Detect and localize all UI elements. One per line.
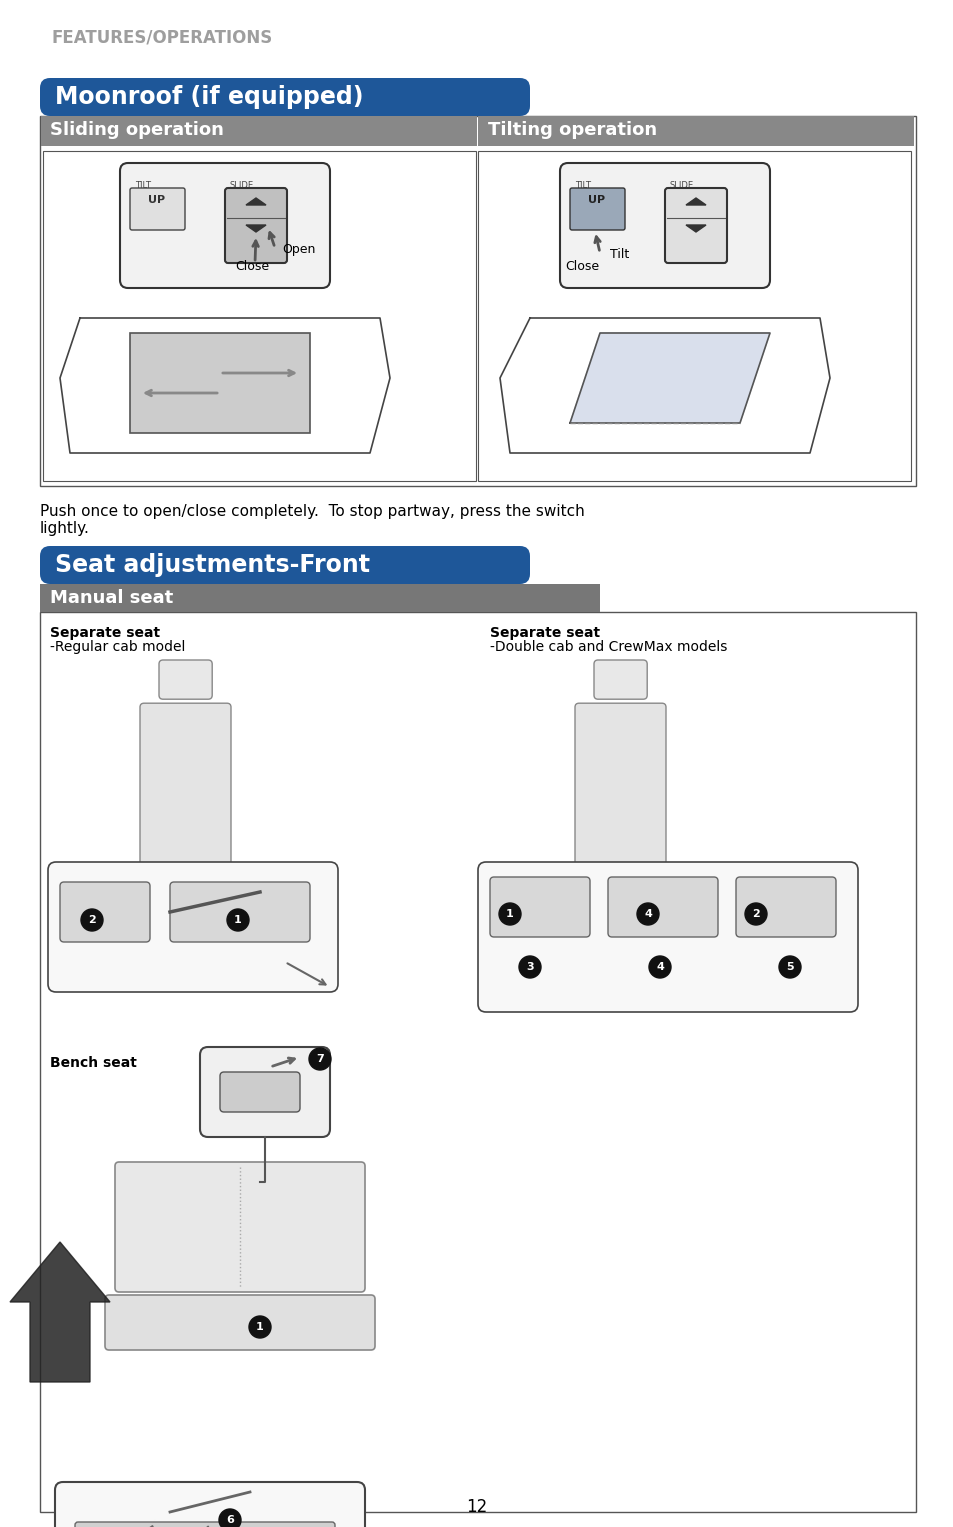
Polygon shape — [100, 298, 379, 458]
Text: Moonroof (if equipped): Moonroof (if equipped) — [55, 86, 363, 108]
Text: UP: UP — [587, 195, 604, 205]
FancyBboxPatch shape — [55, 1483, 365, 1527]
FancyBboxPatch shape — [129, 875, 241, 938]
Text: lightly.: lightly. — [40, 521, 90, 536]
FancyBboxPatch shape — [130, 188, 185, 231]
FancyBboxPatch shape — [200, 1048, 330, 1138]
Text: Separate seat: Separate seat — [490, 626, 599, 640]
Text: 1: 1 — [233, 915, 242, 925]
Text: 6: 6 — [226, 1515, 233, 1525]
Text: -Regular cab model: -Regular cab model — [50, 640, 185, 654]
Circle shape — [744, 902, 766, 925]
FancyBboxPatch shape — [140, 704, 231, 872]
Text: 4: 4 — [656, 962, 663, 973]
Text: SLIDE: SLIDE — [669, 182, 694, 189]
Bar — [40, 612, 915, 1512]
Circle shape — [498, 902, 520, 925]
FancyBboxPatch shape — [559, 163, 769, 289]
Text: 1: 1 — [506, 909, 514, 919]
Text: Manual seat: Manual seat — [50, 589, 173, 608]
Text: 12: 12 — [466, 1498, 487, 1516]
FancyBboxPatch shape — [115, 1162, 365, 1292]
Text: Sliding operation: Sliding operation — [50, 121, 224, 139]
Polygon shape — [685, 224, 705, 232]
FancyBboxPatch shape — [60, 883, 150, 942]
Text: 4: 4 — [643, 909, 651, 919]
Circle shape — [518, 956, 540, 977]
Bar — [40, 583, 599, 612]
Circle shape — [81, 909, 103, 931]
Bar — [40, 116, 915, 486]
Text: 5: 5 — [785, 962, 793, 973]
Text: 2: 2 — [751, 909, 760, 919]
Text: TILT: TILT — [575, 182, 590, 189]
Bar — [41, 116, 476, 147]
FancyBboxPatch shape — [664, 188, 726, 263]
Polygon shape — [685, 199, 705, 205]
FancyBboxPatch shape — [575, 704, 665, 872]
Polygon shape — [246, 224, 266, 232]
Text: SLIDE: SLIDE — [230, 182, 253, 189]
FancyBboxPatch shape — [40, 547, 530, 583]
Text: Open: Open — [282, 243, 315, 257]
FancyBboxPatch shape — [225, 188, 287, 263]
Text: FEATURES/OPERATIONS: FEATURES/OPERATIONS — [52, 27, 273, 46]
Text: 1: 1 — [255, 1322, 264, 1332]
Text: Tilt: Tilt — [609, 247, 629, 261]
FancyBboxPatch shape — [607, 876, 718, 938]
Text: Separate seat: Separate seat — [50, 626, 160, 640]
FancyBboxPatch shape — [120, 163, 330, 289]
FancyBboxPatch shape — [40, 78, 530, 116]
Bar — [477, 151, 910, 481]
Text: UP: UP — [148, 195, 165, 205]
Text: 7: 7 — [315, 1054, 323, 1064]
FancyBboxPatch shape — [159, 660, 212, 699]
Polygon shape — [10, 1241, 110, 1382]
FancyBboxPatch shape — [220, 1072, 299, 1112]
Circle shape — [219, 1509, 241, 1527]
FancyBboxPatch shape — [477, 863, 857, 1012]
Bar — [130, 333, 310, 434]
Bar — [43, 151, 476, 481]
FancyBboxPatch shape — [48, 863, 337, 993]
Bar — [477, 116, 913, 147]
Text: Seat adjustments-Front: Seat adjustments-Front — [55, 553, 370, 577]
Text: Bench seat: Bench seat — [50, 1057, 136, 1070]
Circle shape — [227, 909, 249, 931]
Text: 2: 2 — [88, 915, 95, 925]
Text: TILT: TILT — [135, 182, 151, 189]
Text: Close: Close — [234, 260, 269, 273]
Polygon shape — [569, 333, 769, 423]
FancyBboxPatch shape — [105, 1295, 375, 1350]
FancyBboxPatch shape — [490, 876, 589, 938]
Text: 3: 3 — [526, 962, 534, 973]
Circle shape — [779, 956, 801, 977]
Circle shape — [637, 902, 659, 925]
FancyBboxPatch shape — [735, 876, 835, 938]
Circle shape — [309, 1048, 331, 1070]
FancyBboxPatch shape — [563, 875, 676, 938]
FancyBboxPatch shape — [594, 660, 646, 699]
Text: Push once to open/close completely.  To stop partway, press the switch: Push once to open/close completely. To s… — [40, 504, 584, 519]
Circle shape — [648, 956, 670, 977]
FancyBboxPatch shape — [75, 1522, 335, 1527]
Text: Close: Close — [564, 260, 598, 273]
FancyBboxPatch shape — [569, 188, 624, 231]
FancyBboxPatch shape — [170, 883, 310, 942]
Polygon shape — [246, 199, 266, 205]
Text: -Double cab and CrewMax models: -Double cab and CrewMax models — [490, 640, 726, 654]
Text: Tilting operation: Tilting operation — [488, 121, 657, 139]
Circle shape — [249, 1316, 271, 1338]
